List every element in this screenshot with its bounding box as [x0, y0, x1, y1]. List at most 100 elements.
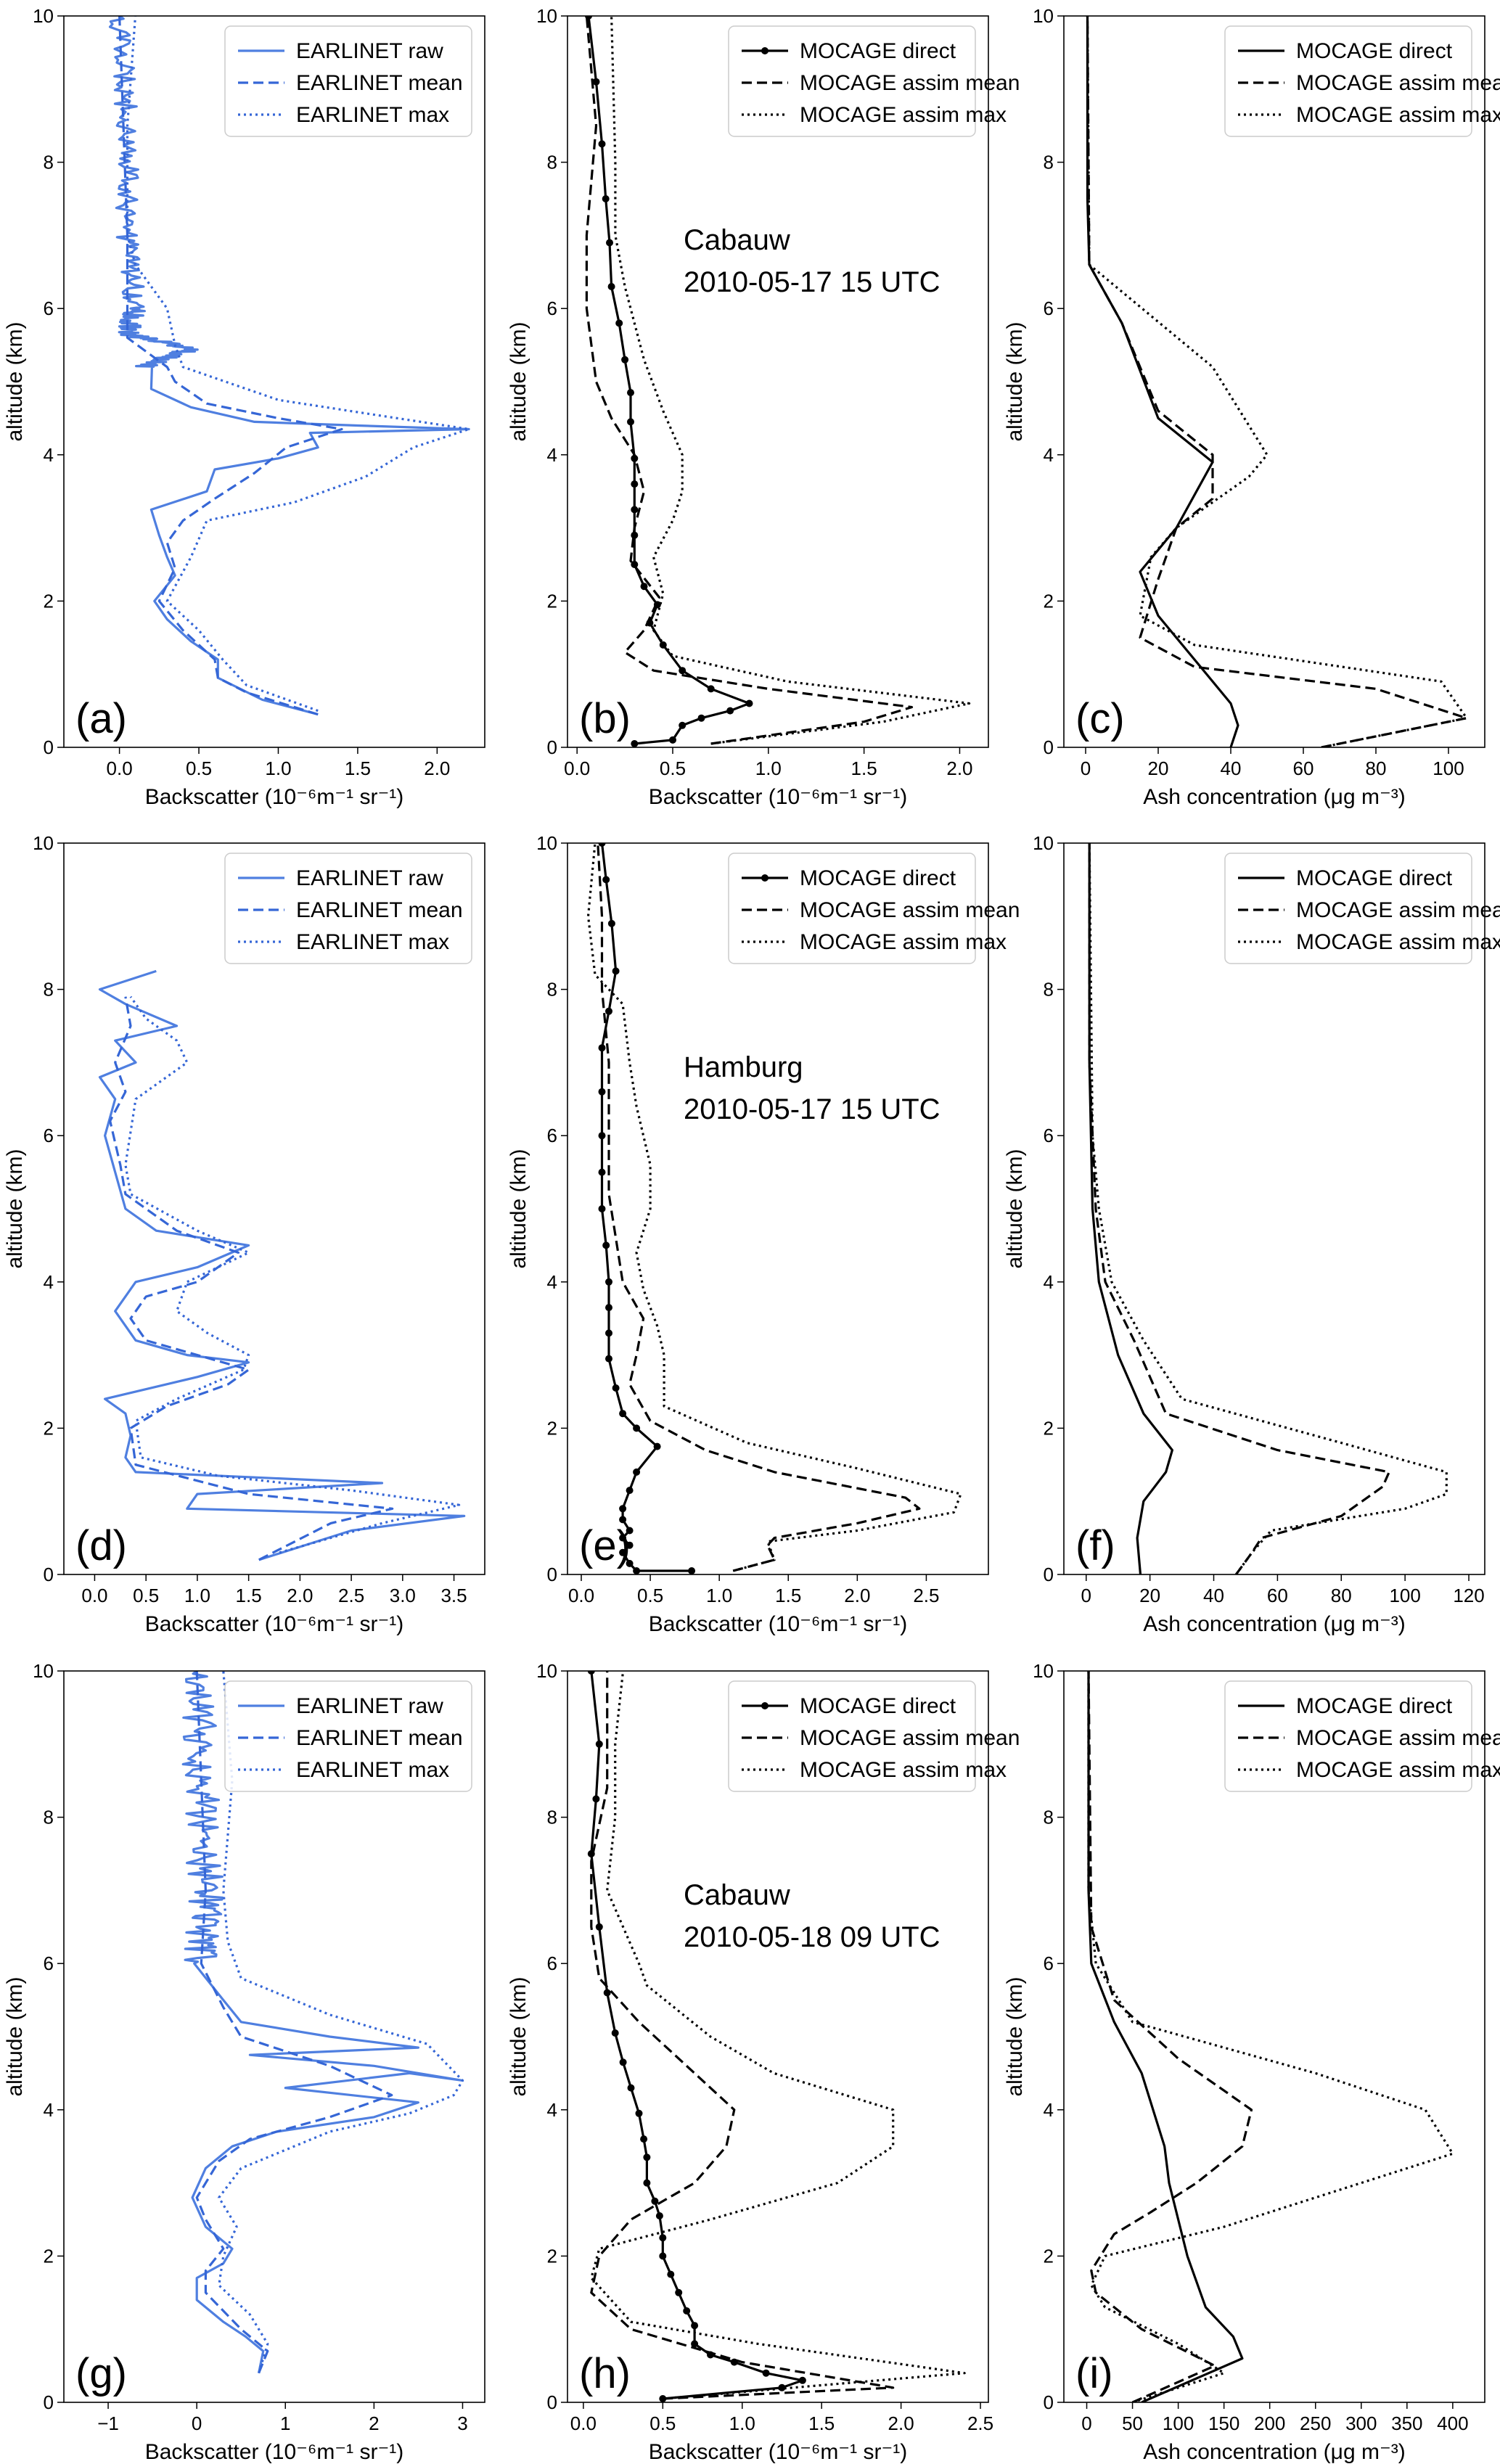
- x-tick-label: 200: [1254, 2412, 1285, 2434]
- x-tick-label: 60: [1293, 757, 1314, 779]
- x-tick-label: 1.5: [851, 757, 877, 779]
- data-point-e-26: [612, 967, 620, 975]
- y-tick-label: 0: [44, 2391, 54, 2413]
- data-point-e-5: [619, 1534, 627, 1542]
- legend-label: MOCAGE assim max: [800, 1758, 1007, 1782]
- y-axis-label: altitude (km): [507, 321, 530, 441]
- x-tick-label: 0.5: [649, 2412, 676, 2434]
- y-axis-label: altitude (km): [1003, 1149, 1027, 1268]
- data-point-b-13: [631, 531, 639, 539]
- data-point-b-22: [606, 239, 613, 247]
- series-line-f-0: [1088, 843, 1173, 1574]
- series-line-e-2: [586, 843, 962, 1572]
- axes-frame-d: [63, 842, 485, 1575]
- y-tick-label: 10: [1033, 1660, 1054, 1682]
- legend-label: MOCAGE direct: [800, 866, 956, 890]
- series-line-c-0: [1086, 16, 1239, 747]
- legend-label: MOCAGE assim max: [1296, 1758, 1500, 1782]
- legend-g: EARLINET raw EARLINET mean EARLINET max: [224, 1680, 472, 1792]
- legend-b: MOCAGE direct MOCAGE assim mean MOCAGE ass…: [728, 25, 1020, 137]
- data-point-e-25: [605, 1007, 612, 1015]
- panel-h: 0.0 0.5 1.0 1.5 2.0 2.5 0 2 4 6 8 10 Backscatter (10…: [507, 1660, 1020, 2464]
- x-tick-label: 400: [1437, 2412, 1468, 2434]
- y-tick-label: 6: [44, 297, 54, 319]
- panel-letter: (i): [1075, 2350, 1113, 2397]
- data-point-h-2: [798, 2376, 806, 2384]
- series-line-g-0: [181, 1671, 464, 2374]
- x-tick-label: −1: [97, 2412, 119, 2434]
- x-tick-label: 350: [1391, 2412, 1422, 2434]
- panel-letter: (c): [1075, 695, 1125, 742]
- data-point-h-18: [635, 2109, 643, 2117]
- y-tick-label: 6: [547, 297, 557, 319]
- y-tick-label: 10: [536, 5, 557, 27]
- data-point-b-4: [726, 707, 734, 715]
- legend-label: MOCAGE direct: [800, 39, 956, 63]
- series-line-f-2: [1088, 843, 1448, 1574]
- data-point-e-7: [619, 1516, 627, 1524]
- plot-area-f: [1088, 843, 1448, 1574]
- series-line-a-0: [108, 16, 470, 716]
- data-point-e-1: [633, 1567, 641, 1574]
- y-tick-label: 8: [44, 1807, 54, 1828]
- data-point-e-20: [598, 1205, 606, 1212]
- series-line-h-2: [590, 1671, 966, 2400]
- axes-frame-h: [567, 1670, 989, 2403]
- data-point-b-17: [627, 418, 634, 426]
- legend-h: MOCAGE direct MOCAGE assim mean MOCAGE ass…: [728, 1680, 1020, 1792]
- legend-box: [1224, 25, 1472, 137]
- series-line-h-1: [590, 1671, 895, 2400]
- y-tick-label: 4: [1044, 1271, 1054, 1293]
- data-point-e-12: [633, 1424, 641, 1432]
- y-tick-label: 6: [44, 1125, 54, 1146]
- data-point-e-18: [605, 1278, 612, 1286]
- data-point-b-19: [621, 356, 629, 364]
- y-tick-label: 0: [547, 2391, 557, 2413]
- y-tick-label: 4: [547, 1271, 557, 1293]
- y-tick-label: 0: [547, 1564, 557, 1585]
- x-tick-label: 2.0: [287, 1585, 313, 1606]
- data-point-e-6: [626, 1527, 634, 1535]
- x-tick-label: 1.0: [729, 2412, 755, 2434]
- panel-letter: (b): [579, 695, 631, 742]
- x-tick-label: 100: [1389, 1585, 1420, 1606]
- x-axis-label: Backscatter (10⁻⁶m⁻¹ sr⁻¹): [649, 2440, 908, 2464]
- data-point-b-15: [631, 480, 639, 488]
- panel-b: 0.0 0.5 1.0 1.5 2.0 0 2 4 6 8 10 Backscatter (10⁻⁶m…: [507, 5, 1020, 809]
- data-point-e-24: [598, 1044, 606, 1052]
- plot-area-d: [98, 969, 466, 1561]
- x-tick-label: 1.5: [345, 757, 371, 779]
- legend-box: [728, 25, 976, 137]
- y-tick-label: 2: [44, 590, 54, 612]
- data-point-e-22: [598, 1132, 606, 1140]
- data-point-h-12: [659, 2234, 667, 2242]
- y-tick-label: 6: [547, 1125, 557, 1146]
- data-point-b-20: [615, 319, 623, 327]
- data-point-b-18: [627, 389, 634, 397]
- data-point-h-23: [595, 1923, 603, 1931]
- x-axis-label: Backscatter (10⁻⁶m⁻¹ sr⁻¹): [649, 785, 908, 809]
- axes-frame-a: [63, 15, 485, 748]
- data-point-e-13: [619, 1410, 627, 1418]
- legend-box: [224, 853, 472, 964]
- data-point-e-8: [619, 1505, 627, 1513]
- data-point-h-11: [659, 2252, 667, 2260]
- series-line-i-2: [1087, 1671, 1454, 2402]
- annotation-line: Cabauw: [684, 224, 790, 256]
- legend-box: [728, 1680, 976, 1792]
- y-tick-label: 0: [1044, 736, 1054, 758]
- panel-letter: (h): [579, 2350, 631, 2397]
- x-tick-label: 60: [1267, 1585, 1288, 1606]
- data-point-b-25: [592, 78, 600, 86]
- data-point-e-10: [633, 1468, 641, 1476]
- y-tick-label: 8: [1044, 1807, 1054, 1828]
- y-tick-label: 4: [44, 1271, 54, 1293]
- panel-i: 0 50 100 150 200 250 300 350 400 0 2 4 6 8 10 Ash conce…: [1003, 1660, 1500, 2464]
- legend-label: MOCAGE assim max: [800, 930, 1007, 954]
- annotation-line: 2010-05-17 15 UTC: [684, 266, 940, 298]
- data-point-h-27: [587, 1671, 595, 1675]
- series-line-g-1: [195, 1671, 393, 2374]
- x-tick-label: 0.5: [637, 1585, 663, 1606]
- y-tick-label: 10: [1033, 832, 1054, 854]
- y-tick-label: 0: [1044, 2391, 1054, 2413]
